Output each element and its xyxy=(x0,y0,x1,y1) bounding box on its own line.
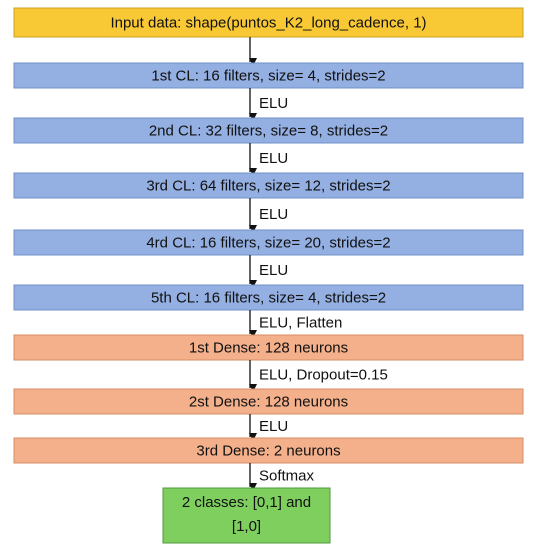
node-label: 2nd CL: 32 filters, size= 8, strides=2 xyxy=(149,122,388,139)
node-box xyxy=(13,229,524,256)
node-label: Input data: shape(puntos_K2_long_cadence… xyxy=(110,14,426,31)
edge-label: Softmax xyxy=(259,467,315,484)
node-box xyxy=(13,7,524,38)
node-label: [1,0] xyxy=(232,518,261,535)
node-box xyxy=(13,284,524,311)
edge-label: ELU, Flatten xyxy=(259,314,342,331)
node-label: 2 classes: [0,1] and xyxy=(182,494,311,511)
node-label: 1st CL: 16 filters, size= 4, strides=2 xyxy=(151,67,385,84)
node-box xyxy=(13,388,524,415)
node-label: 1st Dense: 128 neurons xyxy=(189,339,348,356)
node-label: 4rd CL: 16 filters, size= 20, strides=2 xyxy=(146,234,390,251)
node-label: 3rd Dense: 2 neurons xyxy=(196,442,340,459)
node-box xyxy=(13,62,524,89)
edge-label: ELU xyxy=(259,262,288,279)
node-box xyxy=(162,487,331,544)
node-box xyxy=(13,437,524,464)
node-box xyxy=(13,334,524,361)
edge-label: ELU xyxy=(259,95,288,112)
edge-label: ELU, Dropout=0.15 xyxy=(259,366,388,383)
node-box xyxy=(13,117,524,144)
node-label: 3rd CL: 64 filters, size= 12, strides=2 xyxy=(146,177,390,194)
node-box xyxy=(13,172,524,199)
edge-label: ELU xyxy=(259,150,288,167)
node-label: 2st Dense: 128 neurons xyxy=(189,393,348,410)
edge-label: ELU xyxy=(259,206,288,223)
edge-label: ELU xyxy=(259,418,288,435)
node-label: 5th CL: 16 filters, size= 4, strides=2 xyxy=(151,289,386,306)
